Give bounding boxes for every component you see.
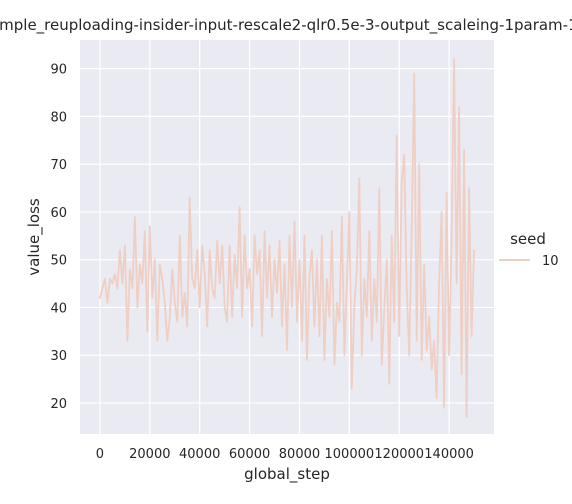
plot-background [80,40,494,434]
legend-label-10: 10 [542,254,559,269]
y-tick-label: 20 [50,397,67,412]
x-tick-label: 40000 [179,447,220,462]
x-tick-label: 60000 [229,447,270,462]
y-tick-label: 90 [50,63,67,78]
series-layer [99,58,475,419]
x-tick-label: 120000 [374,447,424,462]
legend-title: seed [510,230,546,248]
y-ticks: 20 30 40 50 60 70 80 90 [50,63,67,412]
legend: seed 10 [499,230,559,269]
y-tick-label: 40 [50,301,67,316]
y-tick-label: 80 [50,110,67,125]
x-tick-label: 0 [96,447,104,462]
y-tick-label: 30 [50,349,67,364]
x-tick-label: 100000 [325,447,375,462]
x-tick-label: 80000 [279,447,320,462]
y-tick-label: 70 [50,158,67,173]
x-tick-label: 20000 [129,447,170,462]
chart-title: simple_reuploading-insider-input-rescale… [0,16,572,35]
y-tick-label: 50 [50,254,67,269]
y-axis-label: value_loss [25,198,44,276]
series-line-10 [99,58,475,419]
x-ticks: 0 20000 40000 60000 80000 100000 120000 140000 [96,447,474,462]
x-axis-label: global_step [244,465,330,484]
x-tick-label: 140000 [424,447,474,462]
y-tick-label: 60 [50,206,67,221]
